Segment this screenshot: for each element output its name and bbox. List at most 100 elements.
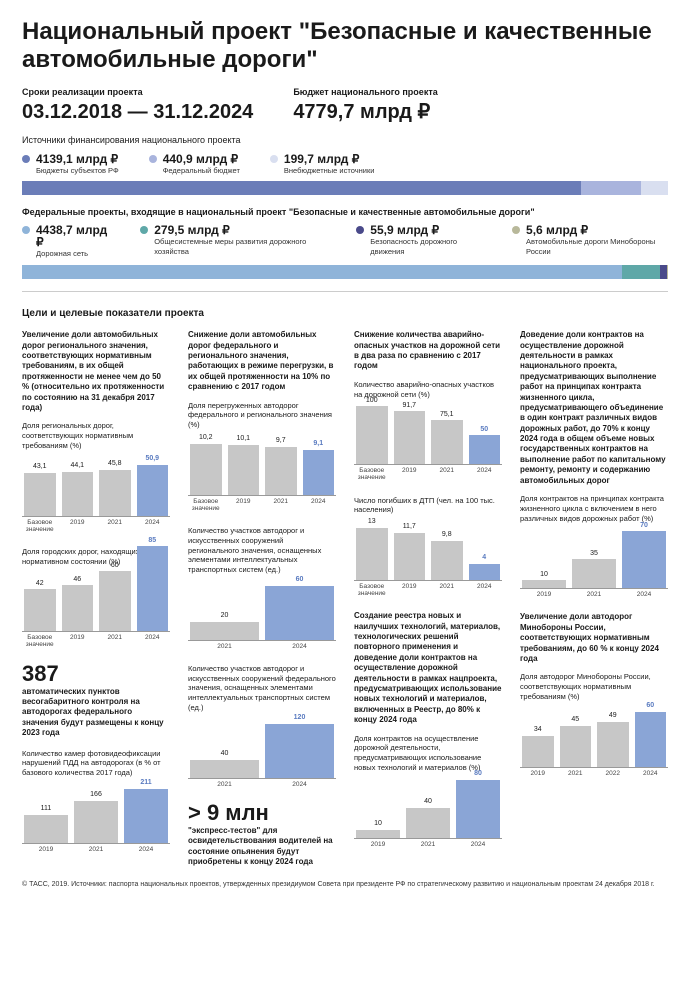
source-value: 4139,1 млрд ₽ — [36, 153, 119, 165]
col4: Доведение доли контрактов на осуществлен… — [520, 330, 668, 867]
source-item: 199,7 млрд ₽Внебюджетные источники — [270, 153, 375, 175]
bar-rect — [356, 406, 388, 464]
bar-rect — [560, 726, 592, 767]
bar-rect — [356, 830, 400, 838]
bar-value: 9,7 — [276, 437, 286, 446]
bar-labels: 2021 2024 — [188, 781, 336, 788]
chart-bars: 111166211 — [22, 782, 170, 844]
bar-value: 11,7 — [403, 523, 416, 532]
chart-bars: 10091,775,150 — [354, 403, 502, 465]
source-sub: Внебюджетные источники — [284, 166, 375, 175]
bar-value: 60 — [111, 562, 119, 571]
bar: 40 — [406, 798, 450, 838]
bar-label: 2021 — [406, 841, 450, 848]
chart-title: Доля контрактов на принципах контракта ж… — [520, 494, 668, 523]
bar: 11,7 — [394, 523, 426, 580]
chart-bars: 103570 — [520, 527, 668, 589]
chart-bars: 43,144,145,850,9 — [22, 455, 170, 517]
bar-labels: 2021 2024 — [188, 643, 336, 650]
bar-label: 2021 — [99, 634, 131, 648]
bar-label: 2019 — [356, 841, 400, 848]
bar-rect — [431, 541, 463, 580]
bar-rect — [265, 724, 334, 778]
bar-label: 2024 — [303, 498, 335, 512]
chart-title: Доля региональных дорог, соответствующих… — [22, 421, 170, 450]
bar-value: 60 — [646, 702, 654, 711]
chart-title: Число погибших в ДТП (чел. на 100 тыс. н… — [354, 496, 502, 516]
bar-rect — [99, 571, 131, 631]
bar-value: 45,8 — [108, 460, 122, 469]
bar: 100 — [356, 397, 388, 465]
bar-label: 2024 — [265, 643, 334, 650]
bar-value: 166 — [90, 791, 102, 800]
bar-segment — [641, 181, 668, 195]
col3: Снижение количества аварийно-опасных уча… — [354, 330, 502, 867]
bar-label: 2021 — [265, 498, 297, 512]
bar-rect — [431, 420, 463, 464]
color-dot — [512, 226, 520, 234]
bar-segment — [22, 265, 622, 279]
bar-label: 2024 — [137, 634, 169, 648]
color-dot — [22, 226, 30, 234]
bar-labels: 201920212024 — [22, 846, 170, 853]
bar-label: 2021 — [190, 643, 259, 650]
source-sub: Безопасность дорожного движения — [370, 237, 482, 256]
bar: 13 — [356, 518, 388, 580]
chart-title: Количество камер фотовидеофиксации наруш… — [22, 749, 170, 778]
bar: 20 — [190, 612, 259, 640]
bar-rect — [62, 472, 94, 516]
source-sub: Бюджеты субъектов РФ — [36, 166, 119, 175]
bar-value: 10,1 — [236, 435, 250, 444]
bar-label: 2024 — [265, 781, 334, 788]
bar-rect — [406, 808, 450, 838]
bar: 211 — [124, 779, 168, 843]
source-item: 5,6 млрд ₽Автомобильные дороги Миноборон… — [512, 224, 668, 258]
bar-label: 2021 — [190, 781, 259, 788]
chart-bars: 40120 — [188, 717, 336, 779]
bar: 60 — [99, 562, 131, 632]
bar-rect — [137, 546, 169, 631]
bar-value: 70 — [640, 522, 648, 531]
page-title: Национальный проект "Безопасные и качест… — [22, 18, 668, 73]
bar: 60 — [265, 576, 334, 640]
federal-row: 4438,7 млрд ₽Дорожная сеть279,5 млрд ₽Об… — [22, 224, 668, 258]
bar: 50,9 — [137, 455, 169, 516]
bar-rect — [622, 531, 666, 588]
color-dot — [140, 226, 148, 234]
source-sub: Дорожная сеть — [36, 249, 110, 258]
sources-label: Источники финансирования национального п… — [22, 135, 668, 146]
chart-title: Количество участков автодорог и искусств… — [188, 664, 336, 713]
bar-rect — [190, 444, 222, 495]
color-dot — [22, 155, 30, 163]
bar-label: 2024 — [469, 467, 501, 481]
source-item: 279,5 млрд ₽Общесистемные меры развития … — [140, 224, 326, 258]
bar-labels: Базовое значение201920212024 — [22, 519, 170, 533]
bar: 42 — [24, 580, 56, 632]
bar-label: Базовое значение — [356, 583, 388, 597]
source-item: 440,9 млрд ₽Федеральный бюджет — [149, 153, 240, 175]
bar-value: 85 — [148, 537, 156, 546]
bar-label: 2019 — [394, 583, 426, 597]
bar: 10,1 — [228, 435, 260, 495]
bar-rect — [635, 712, 667, 767]
bar-value: 35 — [590, 550, 598, 559]
col1-chart1: Доля региональных дорог, соответствующих… — [22, 421, 170, 533]
col1-chart3: Количество камер фотовидеофиксации наруш… — [22, 749, 170, 853]
bar-rect — [124, 789, 168, 843]
bar: 60 — [635, 702, 667, 767]
bar-label: Базовое значение — [190, 498, 222, 512]
bar-labels: Базовое значение 2019 2021 2024 — [354, 583, 502, 597]
bar-rect — [24, 589, 56, 631]
bar-label: Базовое значение — [356, 467, 388, 481]
bar-value: 42 — [36, 580, 44, 589]
bar-rect — [190, 760, 259, 778]
bar-value: 60 — [296, 576, 304, 585]
bar: 120 — [265, 714, 334, 778]
color-dot — [149, 155, 157, 163]
bar-segment — [581, 181, 640, 195]
goals-label: Цели и целевые показатели проекта — [22, 308, 668, 321]
callout-num: 387 — [22, 663, 170, 685]
bar-value: 10 — [540, 571, 548, 580]
bar-label: 2024 — [469, 583, 501, 597]
bar-label: 2021 — [431, 583, 463, 597]
